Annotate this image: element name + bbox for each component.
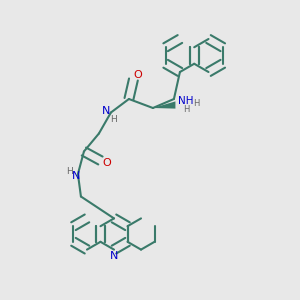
Text: H: H: [193, 99, 200, 108]
Text: H: H: [110, 115, 117, 124]
Text: N: N: [110, 250, 118, 261]
Text: N: N: [72, 170, 81, 181]
Text: O: O: [134, 70, 142, 80]
Text: NH: NH: [178, 95, 194, 106]
Polygon shape: [153, 101, 176, 109]
Text: N: N: [102, 106, 111, 116]
Text: O: O: [102, 158, 111, 169]
Text: H: H: [183, 105, 189, 114]
Text: H: H: [66, 167, 73, 176]
